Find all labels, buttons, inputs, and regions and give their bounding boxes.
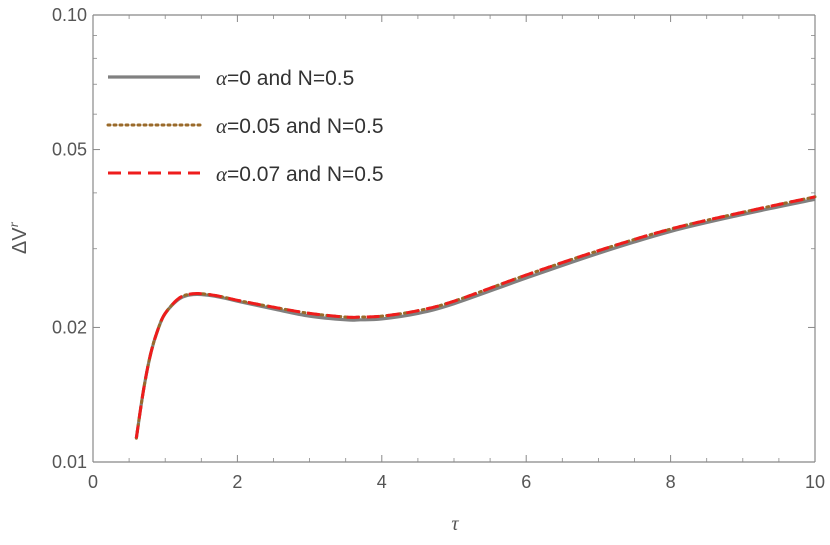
legend-alpha-symbol: α	[216, 114, 228, 138]
x-tick-label: 0	[88, 472, 98, 492]
plot-area: 0 2 4 6 8 10 0.01 0.02 0.05 0.10	[52, 5, 825, 492]
series-line-3	[134, 195, 816, 439]
legend-label-text: =0.07 and N=0.5	[227, 163, 383, 186]
y-tick-label: 0.10	[52, 5, 87, 25]
legend-label-2: α=0.05 and N=0.5	[216, 114, 384, 138]
x-tick-label: 6	[521, 472, 531, 492]
y-axis-label-superscript: r	[7, 221, 22, 227]
x-tick-label: 2	[232, 472, 242, 492]
x-tick-label: 10	[805, 472, 825, 492]
series-line-1	[134, 197, 816, 439]
x-ticks: 0 2 4 6 8 10	[88, 15, 825, 492]
legend-label-1: α=0 and N=0.5	[216, 66, 354, 90]
legend-label-3: α=0.07 and N=0.5	[216, 162, 384, 186]
y-axis-label-main: ΔV	[9, 227, 31, 254]
x-axis-label: τ	[451, 513, 459, 535]
legend-alpha-symbol: α	[216, 66, 228, 90]
x-tick-label: 4	[377, 472, 387, 492]
y-tick-label: 0.01	[52, 452, 87, 472]
y-ticks: 0.01 0.02 0.05 0.10	[52, 5, 815, 472]
series-layer	[134, 195, 817, 440]
x-tick-label: 8	[666, 472, 676, 492]
series-line-2	[134, 195, 817, 440]
legend-label-text: =0.05 and N=0.5	[227, 115, 383, 138]
legend: α=0 and N=0.5α=0.05 and N=0.5α=0.07 and …	[106, 66, 384, 186]
legend-alpha-symbol: α	[216, 162, 228, 186]
y-axis-label: ΔVr	[7, 221, 31, 254]
legend-label-text: =0 and N=0.5	[227, 67, 354, 90]
y-tick-label: 0.02	[52, 317, 87, 337]
y-tick-label: 0.05	[52, 140, 87, 160]
